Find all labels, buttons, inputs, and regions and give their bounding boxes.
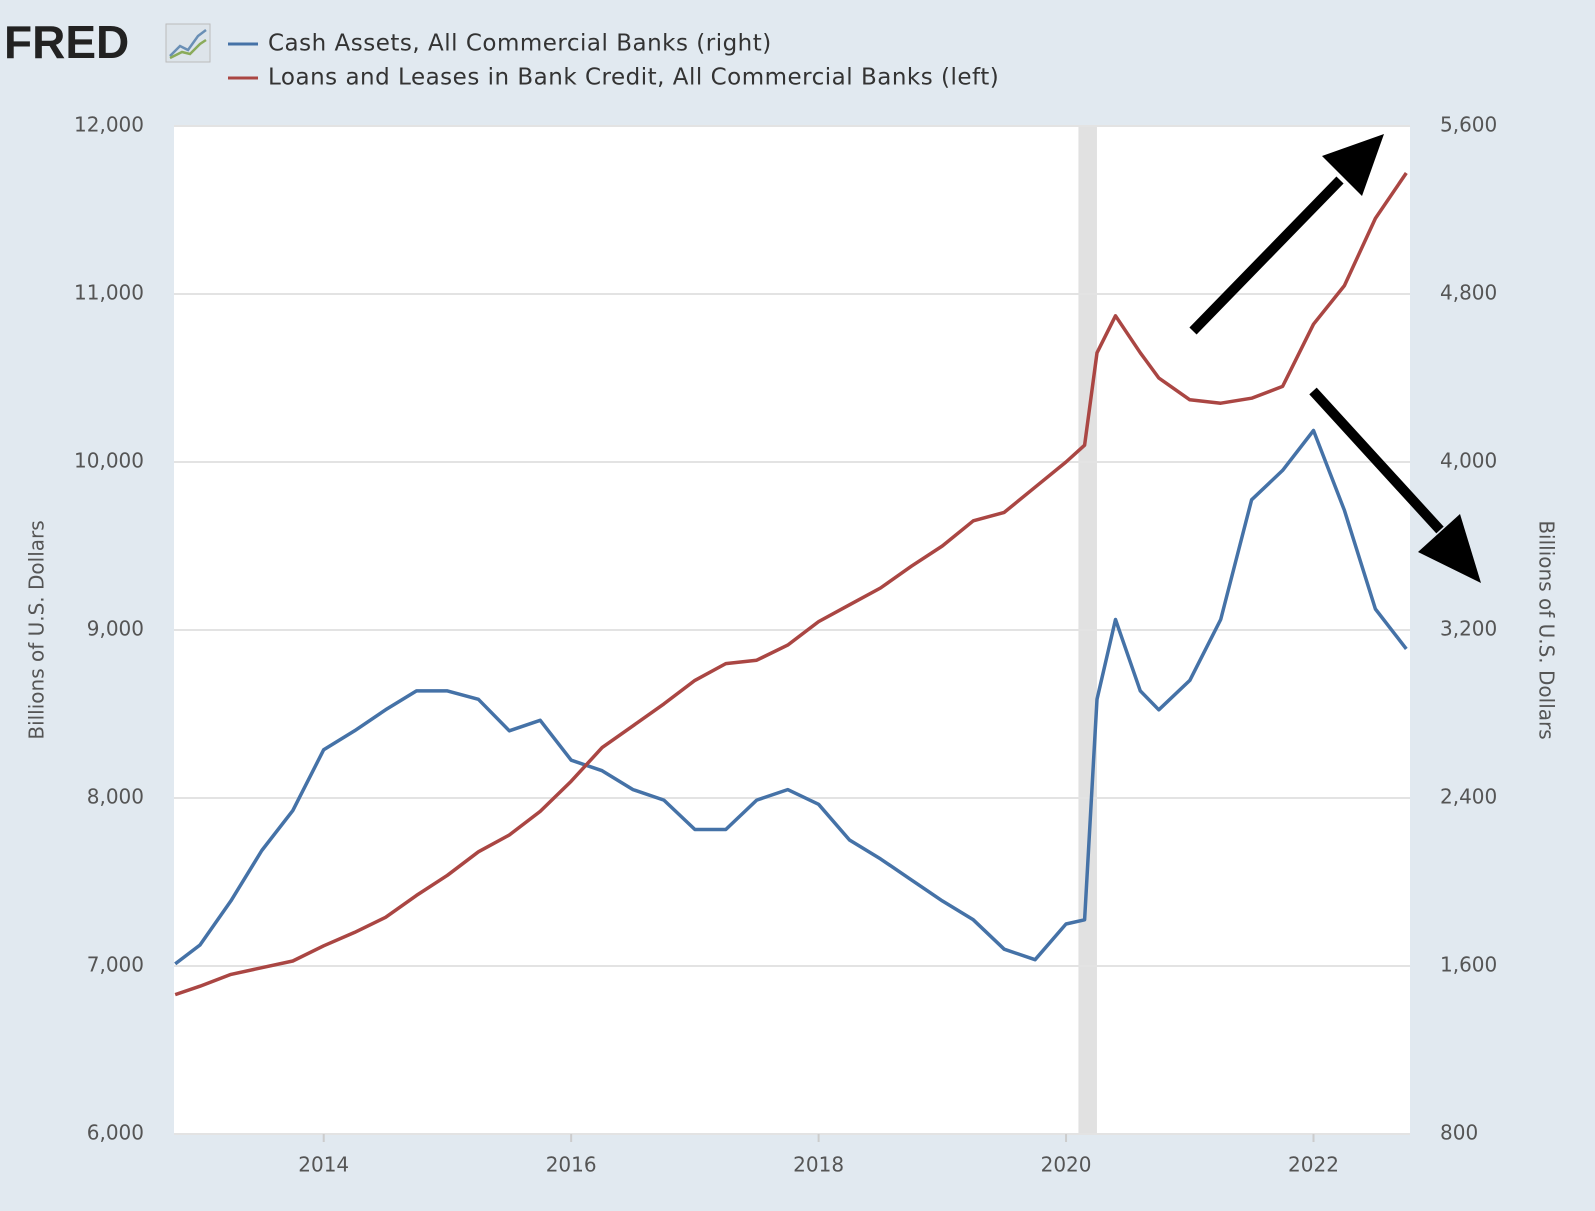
y-tick-label: 7,000 [87, 953, 144, 977]
y2-tick-label: 800 [1440, 1121, 1478, 1145]
y-axis-label: Billions of U.S. Dollars [25, 520, 49, 739]
chart-content: 6,000 7,000 8,000 9,000 10,000 11,000 12,000 80… [74, 31, 1497, 1177]
annotation-arrows [1189, 134, 1481, 583]
y2-tick-label: 4,000 [1440, 449, 1497, 473]
legend-label: Cash Assets, All Commercial Banks (right… [268, 31, 772, 57]
y-tick-label: 11,000 [74, 281, 144, 305]
y2-axis-label: Billions of U.S. Dollars [1535, 520, 1559, 739]
x-tick-label: 2020 [1041, 1153, 1092, 1177]
logo: FRED [4, 16, 129, 68]
data-line [174, 172, 1408, 997]
data-line [174, 428, 1408, 966]
y2-tick-label: 4,800 [1440, 281, 1497, 305]
y-tick-label: 8,000 [87, 785, 144, 809]
y2-tick-label: 3,200 [1440, 617, 1497, 641]
y2-tick-label: 2,400 [1440, 785, 1497, 809]
x-tick-label: 2018 [793, 1153, 844, 1177]
logo-icon [165, 23, 211, 63]
x-tick-label: 2022 [1288, 1153, 1339, 1177]
y-tick-label: 12,000 [74, 113, 144, 137]
x-tick-label: 2016 [546, 1153, 597, 1177]
y2-tick-label: 1,600 [1440, 953, 1497, 977]
legend-label: Loans and Leases in Bank Credit, All Com… [268, 65, 999, 91]
y-tick-label: 6,000 [87, 1121, 144, 1145]
y-tick-label: 9,000 [87, 617, 144, 641]
x-tick-label: 2014 [298, 1153, 349, 1177]
y-tick-label: 10,000 [74, 449, 144, 473]
y2-tick-label: 5,600 [1440, 113, 1497, 137]
